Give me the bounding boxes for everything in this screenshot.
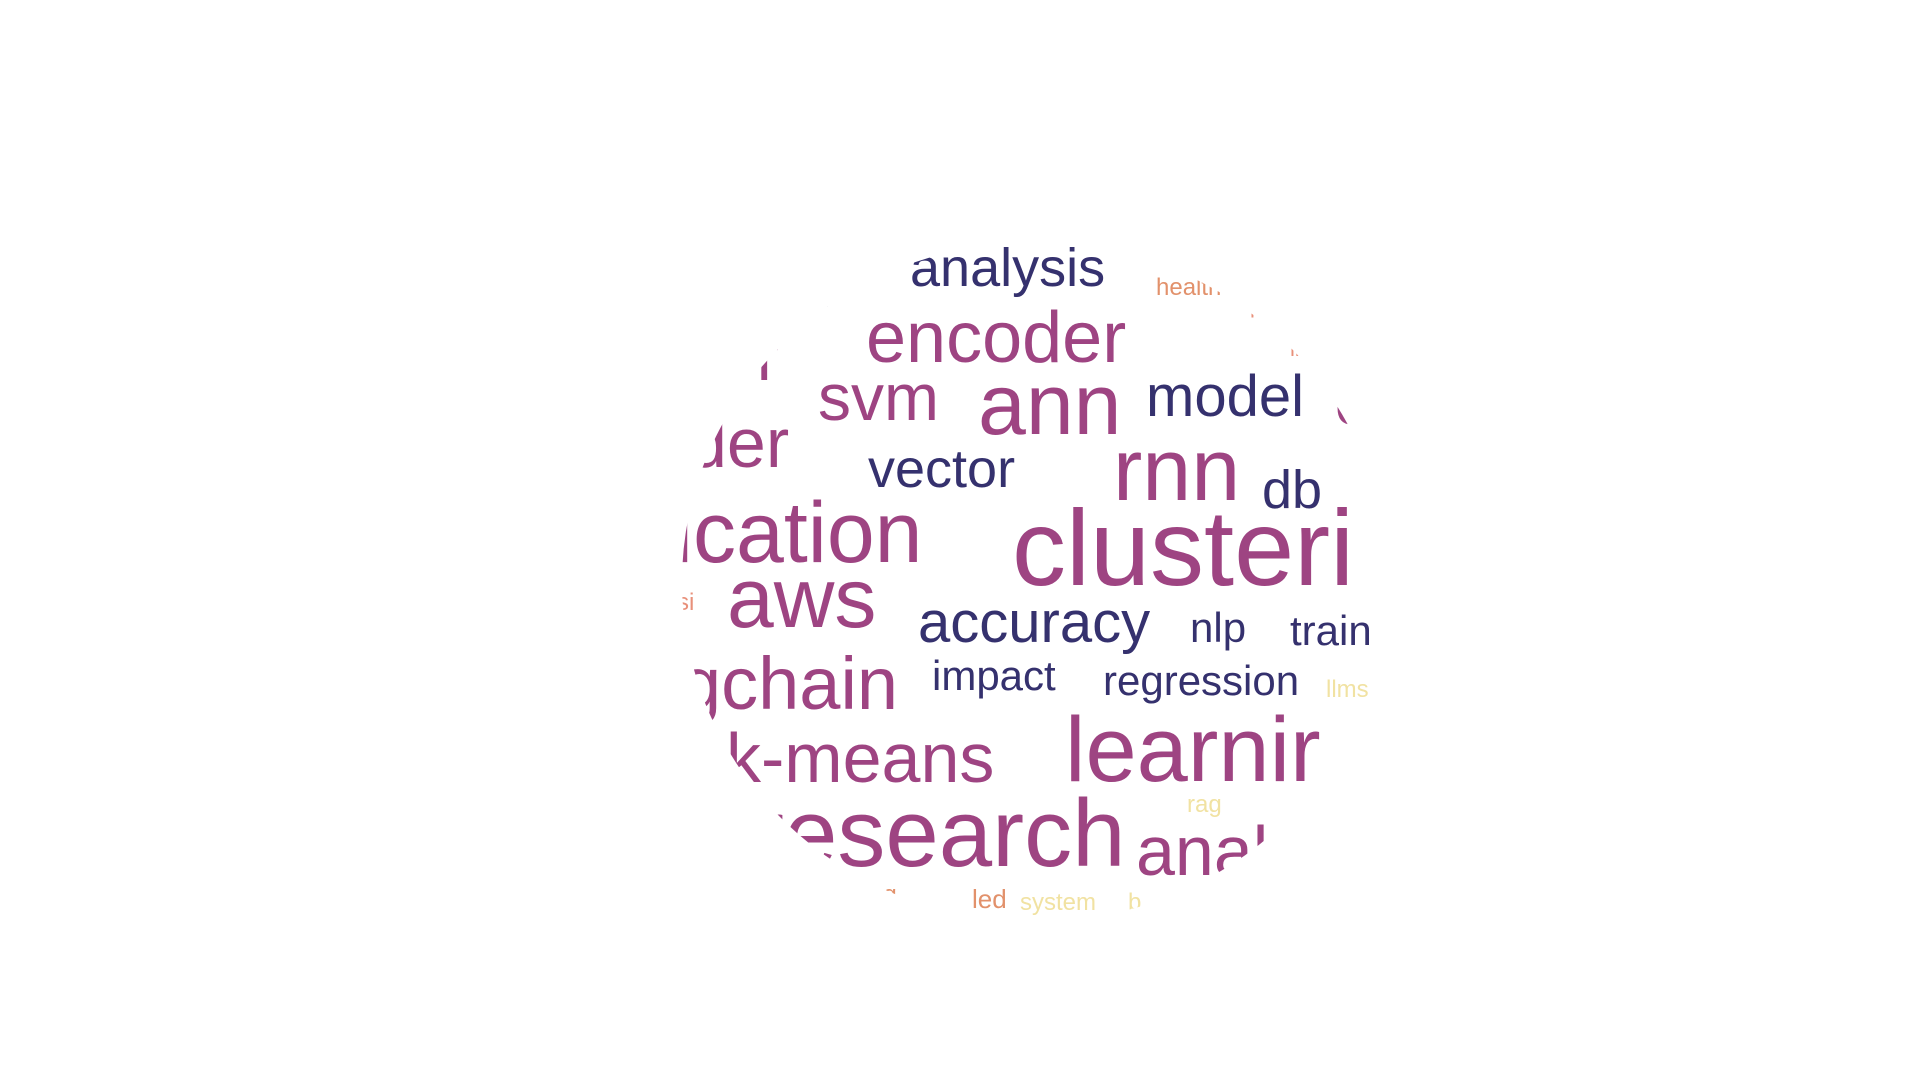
word-accuracy: accuracy xyxy=(918,590,1150,655)
word-anal: anal xyxy=(1136,812,1268,890)
word-clusteri: clusteri xyxy=(1012,487,1354,608)
word-model: model xyxy=(1146,364,1304,429)
word-ann: ann xyxy=(978,357,1122,453)
word-der: der xyxy=(688,404,789,482)
word-rnn: rnn xyxy=(1113,420,1240,519)
word-led: led xyxy=(972,884,1007,914)
word-research: research xyxy=(752,780,1126,887)
word-ll-fragment: ll xyxy=(1290,336,1300,361)
word-llms: llms xyxy=(1326,676,1369,703)
word-aws: aws xyxy=(727,551,876,645)
word-on: on xyxy=(790,274,830,315)
word-p-fragment: p xyxy=(1250,293,1262,318)
word-b-fragment: b xyxy=(1128,889,1141,916)
word-c-fragment: c xyxy=(1335,370,1365,437)
word-fication: fication xyxy=(650,485,923,581)
word-er: er xyxy=(720,320,779,394)
word-system: system xyxy=(1020,889,1096,916)
word-db: db xyxy=(1262,460,1322,520)
word-train: train xyxy=(1290,607,1372,654)
word-learnir: learnir xyxy=(1065,699,1321,801)
word-encoder: encoder xyxy=(866,298,1126,378)
word-ting: ting xyxy=(858,881,897,908)
word-regression: regression xyxy=(1103,657,1299,704)
word-nlp: nlp xyxy=(1190,604,1246,651)
word-impact: impact xyxy=(932,652,1056,699)
word-csi: csi xyxy=(665,589,694,616)
word-k-means: k-means xyxy=(726,719,994,797)
word-svm: svm xyxy=(818,360,939,434)
word-vector: vector xyxy=(868,439,1015,499)
word-health: health xyxy=(1156,274,1221,301)
word-gchain: gchain xyxy=(680,642,898,725)
word-analysis: analysis xyxy=(910,238,1105,298)
word-rag: rag xyxy=(1187,791,1222,818)
